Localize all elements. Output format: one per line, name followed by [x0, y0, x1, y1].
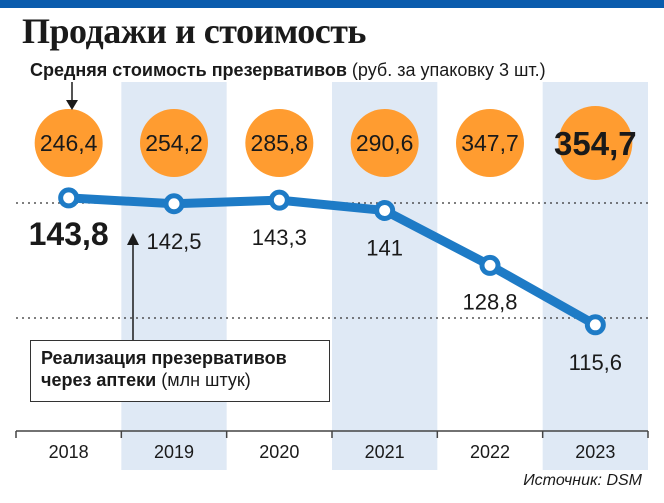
subtitle-bold: Средняя стоимость презервативов [30, 60, 347, 80]
price-label: 354,7 [554, 125, 637, 162]
point-label: 143,3 [252, 225, 307, 250]
legend-line-2: через аптеки (млн штук) [41, 370, 251, 390]
legend-arrow-head [127, 233, 139, 245]
chart-title: Продажи и стоимость [22, 11, 366, 51]
source-note: Источник: DSM [523, 472, 642, 489]
legend-line-1: Реализация презервативов [41, 348, 287, 368]
series-point [479, 254, 501, 276]
price-bubble [245, 109, 314, 177]
price-label: 290,6 [356, 130, 414, 156]
series-point [163, 193, 185, 215]
series-point [58, 187, 80, 209]
series-point [268, 189, 290, 211]
point-label: 143,8 [29, 216, 109, 252]
series-point [584, 314, 606, 336]
subtitle-arrow-head [66, 100, 78, 110]
price-label: 285,8 [251, 130, 309, 156]
series-line [64, 193, 600, 330]
price-bubble [456, 109, 524, 177]
x-tick-label: 2023 [575, 442, 615, 462]
point-label: 141 [366, 236, 403, 261]
x-tick-label: 2022 [470, 442, 510, 462]
x-tick-label: 2019 [154, 442, 194, 462]
price-bubble [140, 109, 208, 177]
legend-box: Реализация презервативов через аптеки (м… [30, 340, 330, 402]
x-tick-label: 2020 [259, 442, 299, 462]
top-accent-bar [0, 0, 664, 8]
price-label: 347,7 [461, 130, 519, 156]
point-label: 115,6 [569, 350, 622, 375]
price-bubble [350, 109, 419, 177]
point-label: 128,8 [462, 289, 517, 314]
price-label: 246,4 [40, 130, 98, 156]
series-point [374, 200, 396, 221]
price-bubble [558, 106, 633, 180]
chart-subtitle: Средняя стоимость презервативов (руб. за… [30, 60, 546, 81]
price-bubble [34, 109, 103, 177]
point-label: 142,5 [146, 229, 201, 254]
x-tick-label: 2018 [49, 442, 89, 462]
subtitle-unit: (руб. за упаковку 3 шт.) [351, 60, 546, 80]
x-tick-label: 2021 [365, 442, 405, 462]
price-label: 254,2 [145, 130, 203, 156]
